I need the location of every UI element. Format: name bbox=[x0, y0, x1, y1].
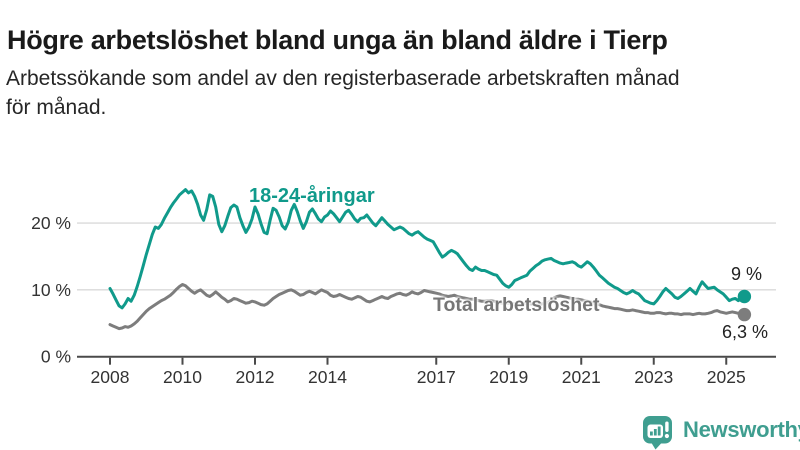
subtitle-line-2: för månad. bbox=[6, 96, 107, 119]
y-tick-label: 10 % bbox=[31, 280, 71, 300]
series-end-dot-0 bbox=[737, 289, 752, 304]
newsworthy-logo-icon bbox=[643, 416, 672, 450]
y-tick-label: 0 % bbox=[41, 347, 71, 367]
x-tick-label: 2012 bbox=[236, 367, 275, 387]
x-tick-label: 2017 bbox=[417, 367, 456, 387]
logo-speech-tail bbox=[651, 443, 662, 450]
x-tick-label: 2025 bbox=[707, 367, 746, 387]
x-tick-label: 2010 bbox=[163, 367, 202, 387]
x-tick-label: 2021 bbox=[562, 367, 601, 387]
x-tick-label: 2019 bbox=[489, 367, 528, 387]
end-value-total: 6,3 % bbox=[722, 322, 769, 342]
logo-bar-1 bbox=[650, 431, 653, 436]
series-end-dot-1 bbox=[737, 307, 752, 322]
series-label-total: Total arbetslöshet bbox=[433, 294, 600, 316]
x-tick-label: 2008 bbox=[91, 367, 130, 387]
y-tick-label: 20 % bbox=[31, 213, 71, 233]
logo-bar-2 bbox=[653, 429, 657, 436]
end-value-youth: 9 % bbox=[731, 264, 763, 284]
logo-exclamation-bar bbox=[665, 421, 669, 432]
x-tick-label: 2023 bbox=[634, 367, 673, 387]
series-line-1 bbox=[108, 283, 746, 331]
newsworthy-logo: Newsworthy bbox=[642, 415, 800, 450]
logo-bar-3 bbox=[657, 426, 661, 436]
subtitle-line-1: Arbetssökande som andel av den registerb… bbox=[6, 67, 680, 90]
series-label-youth: 18-24-åringar bbox=[249, 185, 375, 207]
x-tick-label: 2014 bbox=[308, 367, 347, 387]
logo-exclamation-dot bbox=[664, 433, 669, 439]
newsworthy-wordmark: Newsworthy bbox=[683, 416, 800, 442]
series-line-0 bbox=[108, 188, 746, 310]
chart-subtitle: Arbetssökande som andel av den registerb… bbox=[6, 64, 786, 122]
page-title: Högre arbetslöshet bland unga än bland ä… bbox=[7, 25, 668, 56]
